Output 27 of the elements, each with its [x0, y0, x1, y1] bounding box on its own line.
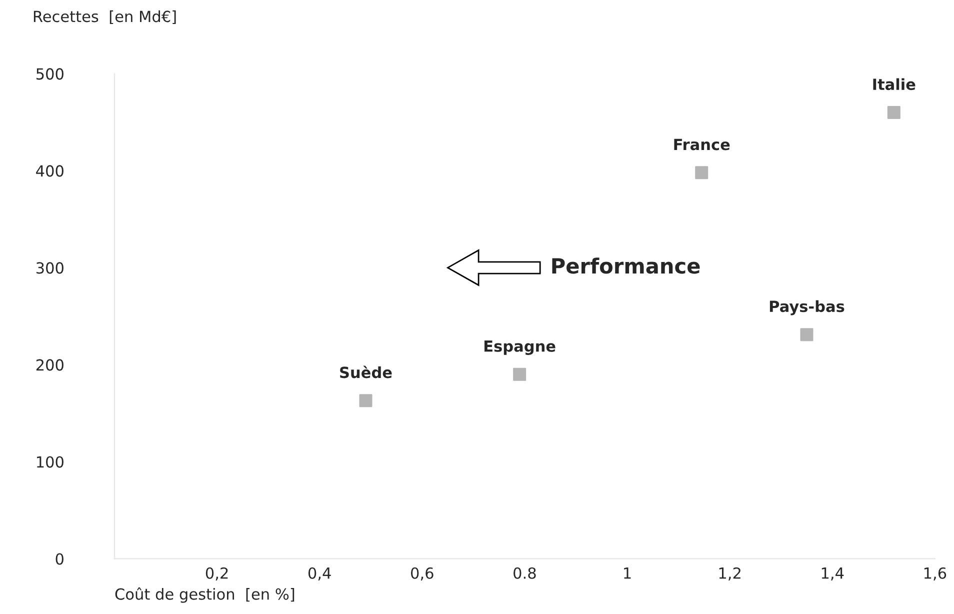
y-tick-label: 0 [56, 553, 64, 565]
x-tick-label: 0,6 [411, 567, 434, 580]
series-label: Suède [340, 366, 392, 378]
x-tick-label: 0.8 [514, 567, 536, 579]
point [695, 166, 708, 180]
x-tick-label: 0,4 [308, 567, 331, 580]
point [887, 106, 900, 119]
point [359, 394, 372, 408]
annotation: Performance [552, 258, 700, 274]
y-tick-label: 200 [36, 359, 64, 371]
x-tick-label: 1,4 [822, 568, 844, 580]
series-label: Espagne [484, 340, 556, 355]
series-label: France [674, 138, 730, 150]
y-axis-title: Recettes [en Md€] [34, 10, 176, 24]
x-axis-title: Coût de gestion [en %] [115, 587, 294, 603]
series-label: Pays-bas [770, 300, 844, 316]
x-tick-label: 1,6 [924, 567, 946, 580]
y-tick-label: 100 [36, 456, 64, 468]
x-tick-label: 1,2 [719, 567, 740, 580]
y-tick-label: 500 [36, 68, 64, 80]
y-tick-label: 400 [36, 165, 64, 177]
point [513, 368, 526, 381]
y-tick-label: 300 [36, 262, 64, 274]
x-tick-label: 1 [624, 568, 631, 579]
series-label: Italie [873, 78, 916, 90]
x-tick-label: 0,2 [206, 567, 228, 580]
point [800, 328, 814, 342]
